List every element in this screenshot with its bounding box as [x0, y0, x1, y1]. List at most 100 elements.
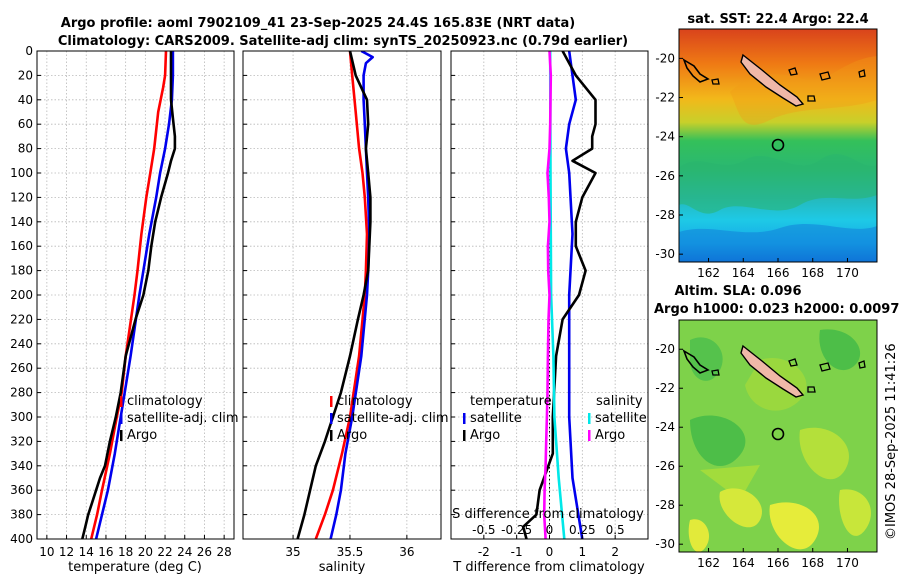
series-s-argo — [542, 51, 553, 539]
x-tick-label: 18 — [118, 545, 133, 559]
legend-swatch-s-argo — [588, 430, 591, 441]
x-tick-label: 1 — [579, 545, 587, 559]
legend-swatch-s-satellite — [588, 413, 591, 424]
legend-title-salinity: salinity — [596, 394, 643, 409]
legend-label-climatology: climatology — [127, 394, 203, 409]
series-argo — [296, 51, 372, 539]
sla-map-title-2: Argo h1000: 0.023 h2000: 0.0097 — [654, 302, 899, 317]
sla-blob — [799, 427, 849, 480]
x-tick-label: 16 — [98, 545, 113, 559]
sst-map-panel: sat. SST: 22.4 Argo: 22.4 162 164 166 168 17… — [655, 12, 878, 280]
map-y-tick-label: -24 — [655, 420, 675, 434]
legend-label-satellite: satellite-adj. clim — [127, 411, 239, 426]
map-x-tick-label: 164 — [732, 266, 755, 280]
map-x-tick-label: 166 — [767, 556, 790, 570]
legend-swatch-argo — [330, 430, 333, 441]
map-x-tick-label: 162 — [697, 266, 720, 280]
y-tick-label: 40 — [18, 93, 33, 107]
difference-series — [521, 51, 597, 539]
y-tick-label: 220 — [10, 312, 33, 326]
sst-green-band — [679, 154, 877, 214]
y-tick-label: 120 — [10, 190, 33, 204]
island-lifou — [807, 386, 816, 393]
island-loyalty — [819, 71, 831, 81]
sla-map-title-1: Altim. SLA: 0.096 — [675, 284, 802, 299]
s-tick-label: 0.25 — [569, 523, 596, 537]
s-difference-label: S difference from climatology — [452, 507, 644, 522]
sst-map-ticks: 162 164 166 168 170 -20 -22 -24 -26 -28 -30 — [655, 51, 859, 280]
sla-blob — [719, 488, 762, 528]
island-chesterfield — [711, 369, 720, 376]
x-tick-label: 28 — [217, 545, 232, 559]
temperature-ticks: 0 20 40 60 80 100 120 140 160 180 200 220 240 260 280 3… — [10, 44, 232, 559]
y-tick-label: 0 — [25, 44, 33, 58]
map-x-tick-label: 170 — [836, 266, 859, 280]
legend-swatch-t-satellite — [463, 413, 466, 424]
sst-field — [679, 29, 877, 262]
map-y-tick-label: -28 — [655, 208, 675, 222]
y-tick-label: 240 — [10, 337, 33, 351]
land-new-caledonia — [740, 344, 805, 398]
legend-swatch-satellite — [330, 413, 333, 424]
s-difference-ticks: -0.5 -0.25 0 0.25 0.5 — [472, 523, 625, 537]
sst-map-title: sat. SST: 22.4 Argo: 22.4 — [687, 12, 868, 27]
sla-map-field — [679, 320, 877, 552]
sla-blob — [839, 489, 871, 536]
map-x-tick-label: 168 — [801, 556, 824, 570]
x-tick-label: 0 — [546, 545, 554, 559]
map-x-tick-label: 170 — [836, 556, 859, 570]
legend-swatch-t-argo — [463, 430, 466, 441]
y-tick-label: 380 — [10, 508, 33, 522]
x-tick-label: 22 — [157, 545, 172, 559]
map-x-tick-label: 166 — [767, 266, 790, 280]
sla-map-panel: Altim. SLA: 0.096 Argo h1000: 0.023 h200… — [654, 284, 899, 570]
island-ouvea — [788, 67, 798, 76]
x-tick-label: 26 — [197, 545, 212, 559]
salinity-xlabel: salinity — [319, 560, 366, 575]
legend-label-t-argo: Argo — [470, 428, 500, 443]
map-y-tick-label: -28 — [655, 498, 675, 512]
title-line-1: Argo profile: aoml 7902109_41 23-Sep-202… — [61, 16, 575, 31]
difference-ticks: -2 -1 0 1 2 — [451, 50, 619, 559]
legend-label-climatology: climatology — [337, 394, 413, 409]
y-tick-label: 400 — [10, 532, 33, 546]
island-ouvea — [788, 358, 798, 367]
x-tick-label: -1 — [511, 545, 523, 559]
y-tick-label: 180 — [10, 264, 33, 278]
x-tick-label: 10 — [39, 545, 54, 559]
x-tick-label: 35 — [285, 545, 300, 559]
series-satellite-adj-clim — [329, 51, 375, 539]
profile-marker — [771, 138, 785, 152]
sst-blue-band — [679, 224, 877, 262]
difference-xlabel: T difference from climatology — [452, 560, 645, 575]
sst-warm-band — [730, 56, 877, 125]
sla-blob — [688, 519, 709, 552]
temperature-series — [81, 51, 177, 539]
s-tick-label: -0.25 — [501, 523, 532, 537]
map-y-tick-label: -26 — [655, 459, 675, 473]
map-y-tick-label: -30 — [655, 247, 675, 261]
legend-title-temperature: temperature — [470, 394, 552, 409]
series-climatology — [89, 51, 168, 539]
y-tick-label: 300 — [10, 410, 33, 424]
map-x-tick-label: 162 — [697, 556, 720, 570]
map-y-tick-label: -30 — [655, 537, 675, 551]
y-tick-label: 340 — [10, 459, 33, 473]
y-tick-label: 260 — [10, 361, 33, 375]
temperature-xlabel: temperature (deg C) — [68, 560, 202, 575]
x-tick-label: 14 — [79, 545, 94, 559]
map-y-tick-label: -22 — [655, 381, 675, 395]
legend-swatch-satellite — [120, 413, 123, 424]
legend-label-s-satellite: satellite — [595, 411, 647, 426]
sla-blob — [819, 329, 861, 371]
y-tick-label: 280 — [10, 386, 33, 400]
salinity-panel: 35 35.5 36 salinity climatology satellite-… — [242, 50, 449, 575]
s-tick-label: 0 — [546, 523, 554, 537]
y-tick-label: 140 — [10, 215, 33, 229]
island-east — [858, 360, 866, 369]
temperature-grid — [37, 51, 234, 539]
s-tick-label: -0.5 — [472, 523, 495, 537]
temperature-panel: 0 20 40 60 80 100 120 140 160 180 200 220 240 260 280 3… — [10, 44, 239, 575]
series-t-satellite — [564, 51, 584, 539]
